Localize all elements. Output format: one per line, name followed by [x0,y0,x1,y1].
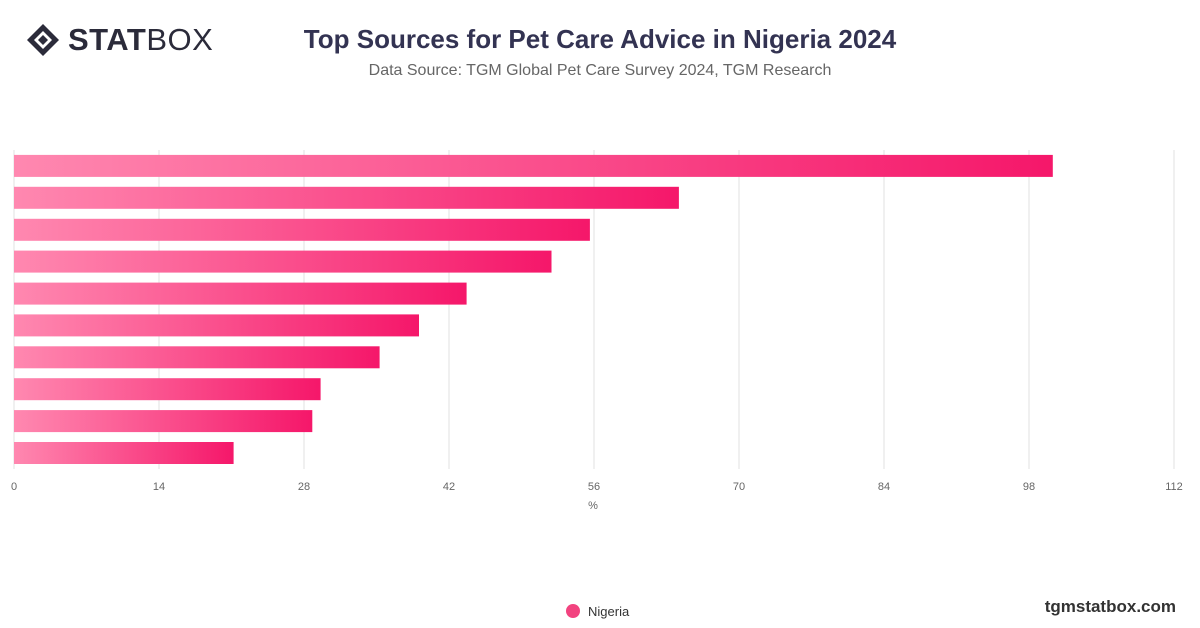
logo-text-bold: STAT [68,22,147,57]
logo-text: STATBOX [68,22,213,58]
statbox-logo: STATBOX [26,22,213,58]
chart-title: Top Sources for Pet Care Advice in Niger… [303,24,897,54]
x-tick-label: 42 [443,481,455,493]
bar[interactable] [14,218,590,241]
bars [14,154,1053,464]
bar[interactable] [14,250,552,273]
bar[interactable] [14,442,234,464]
bar[interactable] [14,378,321,401]
x-tick-label: 28 [298,481,310,493]
x-tick-label: 14 [153,481,165,493]
x-axis-ticks: 0 14 28 42 56 70 84 98 112 [11,481,1183,493]
x-tick-label: 0 [11,481,17,493]
bar[interactable] [14,314,419,337]
bar[interactable] [14,186,679,209]
x-axis-label: % [588,500,598,512]
statbox-diamond-icon [27,24,59,56]
bar[interactable] [14,282,467,305]
bar[interactable] [14,410,313,433]
site-url: tgmstatbox.com [1044,597,1176,616]
legend[interactable]: Nigeria [566,602,629,620]
bar[interactable] [14,154,1053,177]
legend-label: Nigeria [588,603,630,619]
x-tick-label: 70 [733,481,745,493]
chart-subtitle: Data Source: TGM Global Pet Care Survey … [368,62,832,79]
logo-text-regular: BOX [146,22,214,57]
legend-swatch [566,604,580,618]
x-tick-label: 98 [1023,481,1035,493]
bar[interactable] [14,346,380,369]
x-tick-label: 56 [588,481,600,493]
x-tick-label: 84 [878,481,890,493]
x-tick-label: 112 [1165,481,1183,493]
